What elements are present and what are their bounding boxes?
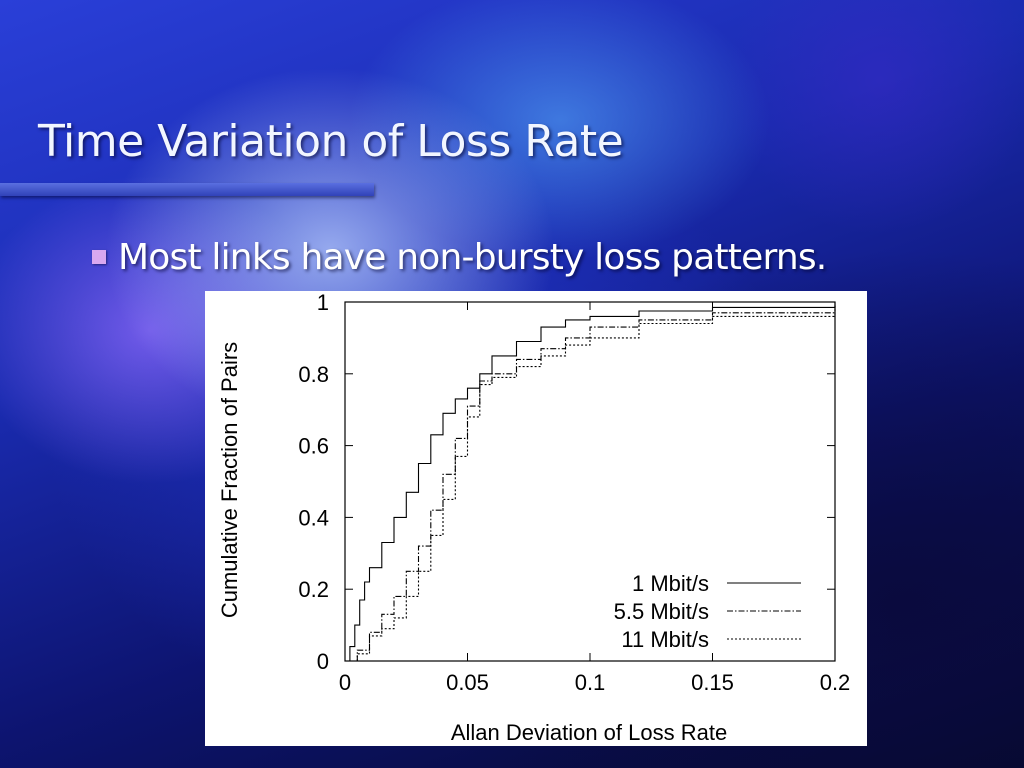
y-tick-label: 0.6	[298, 434, 329, 459]
square-bullet-icon	[92, 250, 106, 264]
y-tick-label: 0	[317, 649, 329, 674]
cdf-chart: 0 0.05 0.1 0.15 0.2 0 0.2 0.4 0.6 0.8 1 1 Mbit/s 5.…	[205, 291, 867, 746]
title-underline-bar	[0, 183, 374, 196]
x-tick-label: 0.1	[575, 670, 606, 695]
bullet-text: Most links have non-bursty loss patterns…	[118, 236, 827, 278]
x-tick-label: 0.15	[691, 670, 734, 695]
x-tick-label: 0.05	[446, 670, 489, 695]
chart-svg: 0 0.05 0.1 0.15 0.2 0 0.2 0.4 0.6 0.8 1 1 Mbit/s 5.…	[217, 291, 851, 745]
y-tick-label: 0.2	[298, 577, 329, 602]
y-axis-label: Cumulative Fraction of Pairs	[217, 342, 242, 618]
y-tick-label: 1	[317, 291, 329, 315]
bullet-point: Most links have non-bursty loss patterns…	[92, 234, 827, 280]
x-axis-label: Allan Deviation of Loss Rate	[451, 720, 727, 745]
series-line-1	[345, 302, 836, 662]
slide-title: Time Variation of Loss Rate	[38, 116, 624, 167]
x-tick-label: 0	[339, 670, 351, 695]
y-tick-label: 0.8	[298, 362, 329, 387]
series-line-3	[345, 305, 836, 662]
x-tick-label: 0.2	[820, 670, 851, 695]
legend-label-3: 11 Mbit/s	[621, 627, 709, 652]
y-tick-label: 0.4	[298, 505, 329, 530]
legend-label-2: 5.5 Mbit/s	[614, 599, 709, 624]
legend-label-1: 1 Mbit/s	[632, 571, 709, 596]
